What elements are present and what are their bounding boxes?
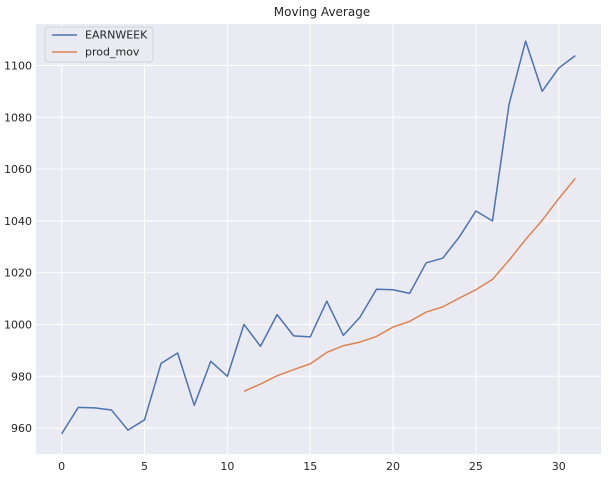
x-tick-label: 5 bbox=[141, 460, 148, 473]
x-tick-label: 20 bbox=[386, 460, 400, 473]
chart-title: Moving Average bbox=[274, 5, 370, 19]
legend-label-prod-mov: prod_mov bbox=[85, 46, 140, 59]
x-tick-label: 0 bbox=[58, 460, 65, 473]
x-tick-label: 25 bbox=[469, 460, 483, 473]
x-axis: 0 5 10 15 20 25 30 bbox=[58, 460, 566, 473]
y-tick-label: 980 bbox=[11, 370, 32, 383]
y-tick-label: 1020 bbox=[4, 267, 32, 280]
x-tick-label: 10 bbox=[220, 460, 234, 473]
series-line-prod-mov bbox=[243, 177, 576, 392]
x-tick-label: 30 bbox=[552, 460, 566, 473]
y-axis: 960 980 1000 1020 1040 1060 1080 1100 bbox=[4, 59, 32, 435]
legend-label-earnweek: EARNWEEK bbox=[85, 29, 148, 42]
y-tick-label: 1000 bbox=[4, 318, 32, 331]
y-tick-label: 1080 bbox=[4, 111, 32, 124]
y-tick-label: 960 bbox=[11, 422, 32, 435]
y-tick-label: 1060 bbox=[4, 163, 32, 176]
series-line-earnweek bbox=[61, 40, 576, 435]
series-lines bbox=[61, 40, 576, 435]
x-tick-label: 15 bbox=[303, 460, 317, 473]
plot-area bbox=[36, 24, 601, 454]
legend: EARNWEEK prod_mov bbox=[44, 26, 154, 63]
y-tick-label: 1100 bbox=[4, 59, 32, 72]
y-tick-label: 1040 bbox=[4, 215, 32, 228]
